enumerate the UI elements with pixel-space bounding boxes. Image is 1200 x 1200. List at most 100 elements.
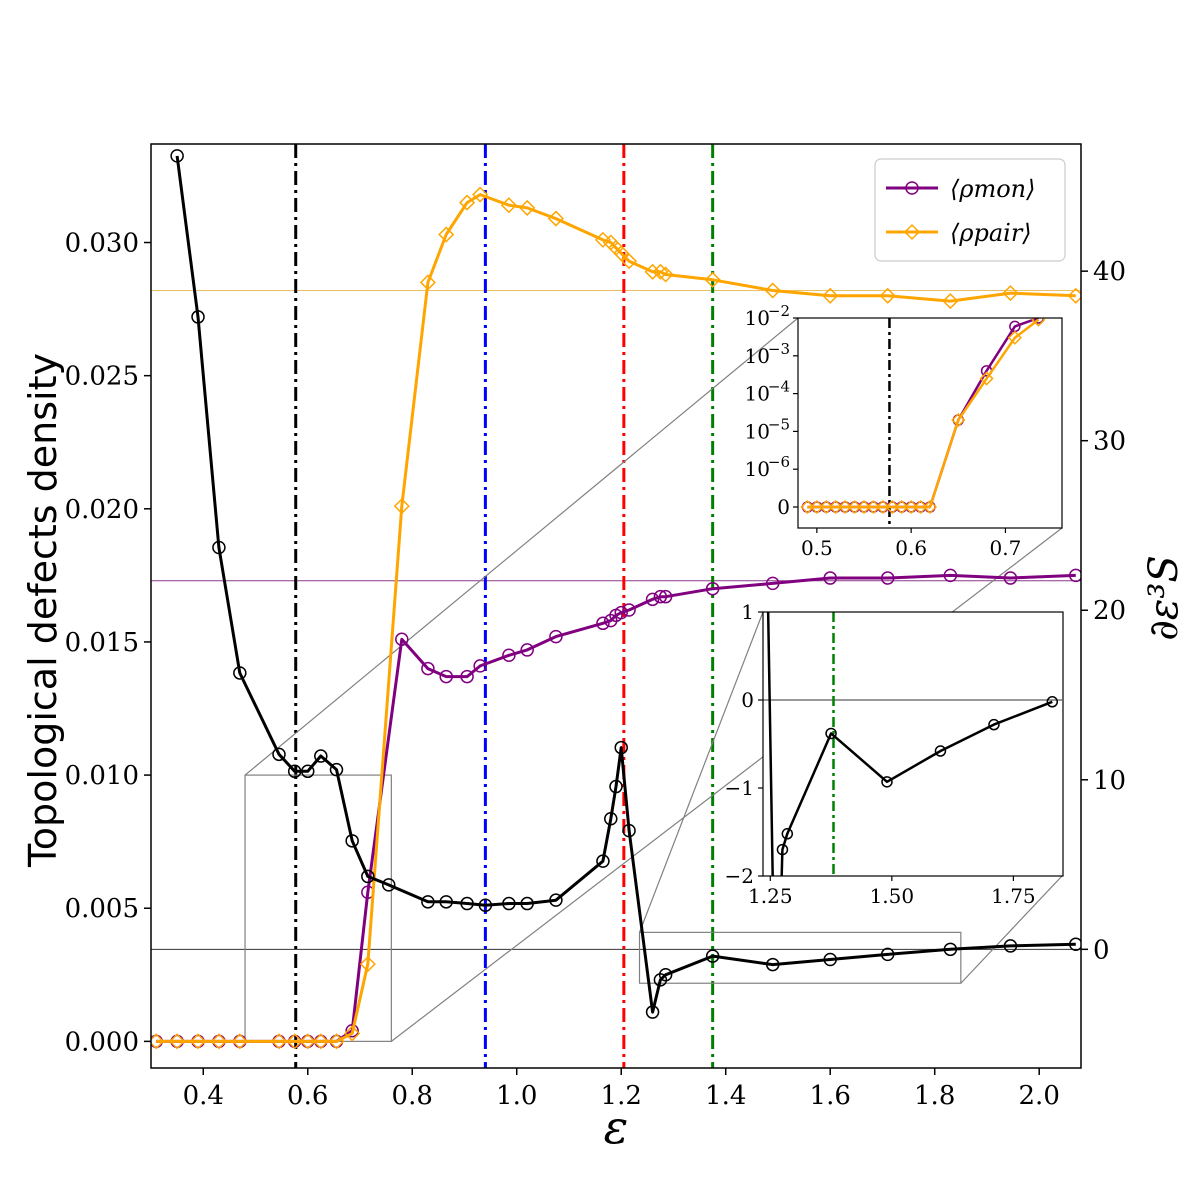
- main-series: [151, 149, 1081, 1050]
- inset-top-rho-mon-point: [1032, 318, 1045, 324]
- series-rho-pair-point: [547, 210, 564, 227]
- series-rho-mon-point: [1069, 568, 1081, 583]
- series-d3s-point: [272, 747, 286, 762]
- inset-bottom-series-0-point: [934, 745, 947, 757]
- zoom-box-bottom: [638, 931, 962, 984]
- inset-top-y-tick-label: 10: [745, 306, 770, 330]
- series-rho-pair-point: [652, 263, 669, 280]
- series-d3s-point: [170, 149, 184, 163]
- series-rho-mon-point: [345, 1023, 359, 1038]
- inset-top-y-tick-exponent: −2: [768, 302, 790, 320]
- inset-top-rho-pair-point: [847, 499, 862, 515]
- series-rho-mon-point: [765, 576, 780, 591]
- series-rho-mon-point: [880, 571, 895, 585]
- series-rho-mon-point: [622, 603, 636, 617]
- inset-bottom-y-tick-label: 1: [741, 600, 754, 624]
- series-rho-mon-point: [596, 616, 610, 631]
- x-tick-label: 1.2: [601, 1081, 642, 1111]
- series-rho-mon-point: [658, 589, 673, 604]
- inset-top-rho-pair-point: [866, 499, 881, 515]
- series-rho-mon-point: [473, 659, 487, 673]
- series-d3s-point: [645, 1005, 660, 1019]
- series-rho-pair-point: [231, 1033, 248, 1050]
- series-d3s-point: [345, 834, 359, 848]
- x-tick-label: 1.8: [914, 1081, 955, 1111]
- y-axis-label-right: ∂ε³S: [1141, 555, 1187, 641]
- inset-bottom-y-tick-label: −2: [725, 864, 754, 888]
- series-rho-pair-point: [393, 498, 410, 515]
- y-left-tick-label: 0.030: [65, 229, 139, 259]
- series-rho-mon-point: [421, 661, 435, 676]
- series-d3s-point: [609, 779, 623, 794]
- series-d3s-point: [604, 812, 618, 826]
- legend: ⟨ρmon⟩ ⟨ρpair⟩: [874, 158, 1066, 262]
- series-rho-pair-point: [459, 194, 476, 211]
- series-rho-pair-point: [500, 197, 517, 214]
- inset-top-y-tick-exponent: −5: [768, 415, 790, 433]
- inset-top-frame: [797, 317, 1063, 529]
- series-d3s-point: [943, 942, 958, 957]
- inset-bottom-series-0-point: [988, 718, 1000, 731]
- series-d3s-point: [439, 895, 453, 909]
- legend-marker-mon: [905, 181, 919, 195]
- inset-top-rho-pair-point: [979, 371, 994, 386]
- inset-top-rho-pair-point: [856, 499, 872, 515]
- inset-top-rho-pair-point: [922, 499, 938, 515]
- series-rho-pair-point: [942, 293, 959, 310]
- inset-top-rho-pair-point: [838, 499, 853, 515]
- series-d3s-point: [823, 952, 837, 967]
- inset-top-rho-pair-point: [875, 499, 890, 515]
- inset-top-x-tick-label: 0.6: [895, 536, 927, 560]
- series-d3s-point: [622, 823, 636, 838]
- series-d3s-point: [1003, 939, 1018, 953]
- inset-bottom-axes: 1.25 1.50 1.75 1 0 −1 −2: [725, 600, 1036, 908]
- series-d3s-point: [502, 896, 516, 911]
- inset-top-rho-pair-point: [809, 499, 824, 515]
- inset-top-series: [800, 318, 1046, 528]
- x-tick-label: 1.0: [496, 1081, 537, 1111]
- legend-label-mon: ⟨ρmon⟩: [950, 175, 1036, 203]
- series-rho-pair-point: [210, 1033, 227, 1050]
- series-d3s-point: [233, 666, 247, 680]
- inset-top-x-tick-label: 0.7: [990, 536, 1022, 560]
- reference-lines: [151, 289, 1081, 950]
- y-left-tick-label: 0.000: [65, 1027, 139, 1057]
- inset-top-y-tick-exponent: −6: [768, 453, 790, 471]
- inset-top-y-tick-label: 10: [745, 419, 770, 443]
- y-axis-label-left: Topological defects density: [21, 353, 65, 868]
- series-rho-pair-point: [594, 231, 611, 248]
- inset-bottom-y-tick-label: 0: [741, 688, 754, 712]
- inset-bottom-x-tick-label: 1.50: [870, 884, 915, 908]
- series-d3s-point: [880, 947, 895, 962]
- series-d3s-point: [191, 310, 205, 324]
- series-rho-mon-point: [395, 632, 409, 647]
- inset-bottom-series-0-point: [825, 727, 837, 740]
- y-right-tick-label: 10: [1093, 766, 1126, 796]
- inset-bottom-y-tick-label: −1: [725, 776, 754, 800]
- y-left-tick-label: 0.015: [65, 628, 139, 658]
- series-d3s-point: [658, 968, 673, 982]
- series-rho-mon-point: [653, 589, 668, 604]
- series-d3s-point: [329, 762, 344, 777]
- series-d3s-point: [460, 896, 474, 911]
- series-rho-mon-point: [549, 629, 563, 644]
- zoom-box-top: [244, 774, 392, 1042]
- phase-vertical-lines: [294, 144, 715, 1068]
- zoom-connector-top-1: [244, 317, 799, 776]
- series-d3s-line: [175, 155, 1076, 1014]
- series-rho-pair-point: [621, 253, 638, 270]
- series-d3s-point: [314, 749, 328, 763]
- inset-top-rho-pair-point: [828, 499, 843, 515]
- zoom-connector-bottom-1: [638, 611, 764, 933]
- inset-top-y-tick-label: 10: [745, 382, 770, 406]
- series-d3s-point: [1069, 937, 1081, 951]
- series-rho-mon-point: [460, 669, 474, 684]
- x-tick-label: 1.4: [705, 1081, 746, 1111]
- inset-top-y-tick-exponent: −3: [768, 340, 790, 358]
- inset-bottom-x-tick-label: 1.25: [748, 884, 793, 908]
- inset-top-rho-pair-line: [807, 318, 1040, 509]
- series-rho-mon-point: [502, 648, 516, 663]
- series-rho-pair-point: [312, 1033, 329, 1050]
- series-rho-pair-point: [286, 1033, 303, 1050]
- main-axes: 0.4 0.6 0.8 1.0 1.2 1.4 1.6 1.8 2.0 0.000 0.005 0.0…: [65, 229, 1127, 1111]
